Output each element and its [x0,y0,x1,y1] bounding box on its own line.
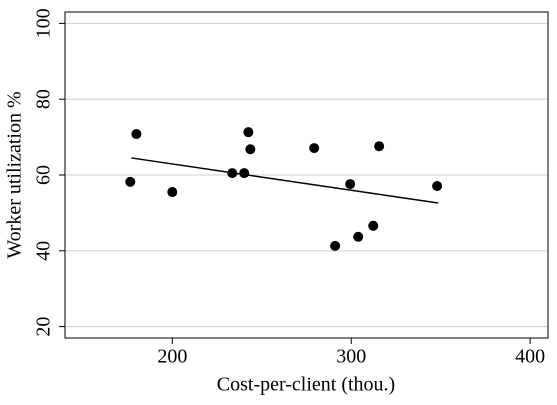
plot-frame [64,11,549,339]
point [227,168,238,179]
point [167,187,178,198]
x-tick-label: 400 [515,346,545,368]
y-tick-label: 40 [33,241,55,261]
x-tick-label: 300 [336,346,366,368]
point [432,180,443,191]
point [131,129,142,140]
point [353,231,364,242]
point [330,240,341,251]
y-tick-label: 80 [33,89,55,109]
y-tick-label: 60 [33,165,55,185]
x-tick-label: 200 [157,346,187,368]
point [243,127,254,138]
point [245,144,256,155]
point [368,220,379,231]
y-tick-label: 20 [33,317,55,337]
point [345,179,356,190]
point [239,168,250,179]
x-axis-label: Cost-per-client (thou.) [217,374,395,396]
y-tick-label: 100 [33,8,55,38]
point [374,141,385,152]
y-axis-label: Worker utilization % [4,91,26,258]
trend-line [131,157,439,204]
point [309,143,320,154]
point [125,176,136,187]
